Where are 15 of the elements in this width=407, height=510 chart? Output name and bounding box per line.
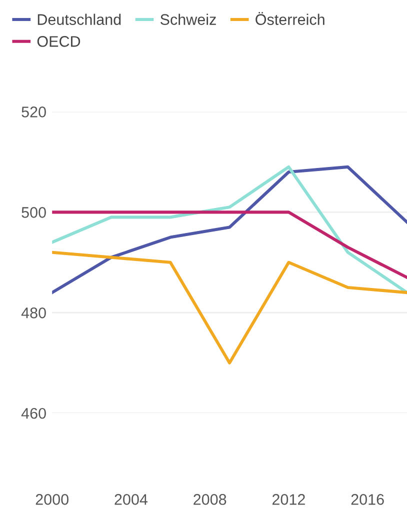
legend-label: OECD	[37, 36, 80, 47]
y-tick-label: 480	[21, 308, 46, 318]
x-tick-label: 2000	[36, 494, 68, 505]
legend-label: Österreich	[256, 12, 324, 25]
legend-label: Deutschland	[38, 14, 121, 25]
legend-label: Schweiz	[160, 14, 216, 25]
y-tick-label: 500	[22, 207, 46, 218]
x-tick-label: 2012	[272, 494, 305, 505]
y-tick-label: 520	[22, 106, 46, 118]
x-tick-label: 2004	[114, 494, 148, 505]
line-series	[52, 250, 407, 364]
x-tick-label: 2016	[351, 494, 384, 505]
line-series	[52, 165, 407, 294]
y-tick-label: 460	[21, 408, 46, 419]
x-tick-label: 2008	[194, 494, 226, 505]
